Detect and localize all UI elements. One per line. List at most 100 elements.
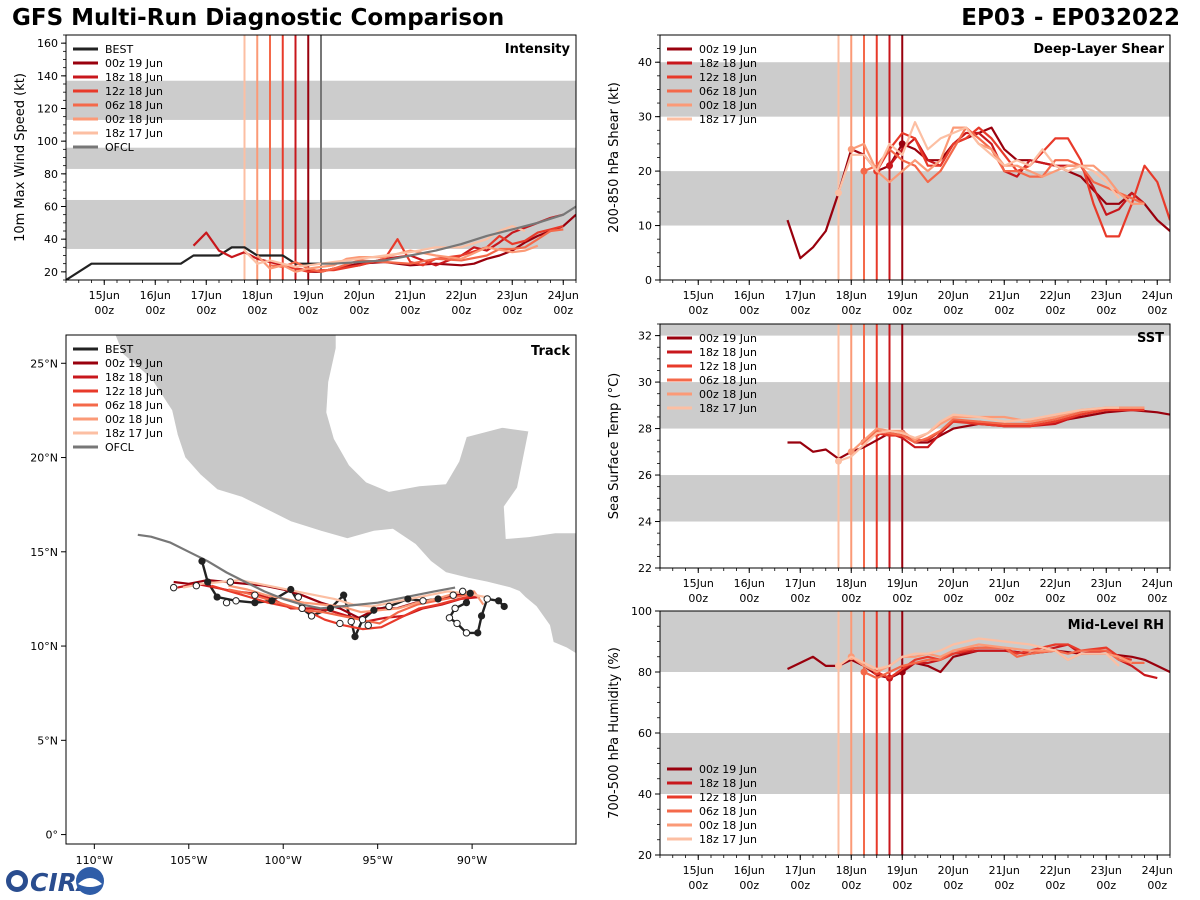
x-tick-label-day: 17Jun (785, 289, 816, 302)
legend-label: 18z 18 Jun (105, 371, 163, 384)
x-tick-label-day: 18Jun (836, 864, 867, 877)
x-tick-label-day: 22Jun (1040, 289, 1071, 302)
x-tick-label-hour: 00z (1045, 879, 1065, 892)
legend-label: 12z 18 Jun (699, 791, 757, 804)
x-tick-label-day: 17Jun (785, 864, 816, 877)
x-tick-label-day: 22Jun (1040, 577, 1071, 590)
series-group (787, 406, 1170, 465)
threshold-band (660, 324, 1170, 336)
y-tick-label: 100 (631, 605, 652, 618)
x-tick-label-hour: 00z (1045, 304, 1065, 317)
plot-frame (65, 334, 577, 845)
forecast-marker (358, 615, 367, 624)
y-tick-label: 15°N (30, 546, 58, 559)
x-tick-label-day: 21Jun (989, 864, 1020, 877)
y-tick-label: 60 (44, 201, 58, 214)
x-tick-label-hour: 00z (1045, 592, 1065, 605)
x-tick-label-day: 16Jun (734, 577, 765, 590)
forecast-marker (192, 582, 201, 590)
x-tick-label-hour: 00z (841, 879, 861, 892)
x-tick-label-hour: 00z (1096, 592, 1116, 605)
y-tick-label: 30 (638, 111, 652, 124)
x-tick-label: 95°W (362, 854, 392, 867)
threshold-band (660, 382, 1170, 429)
best-track-marker (198, 557, 206, 565)
legend-label: 00z 19 Jun (105, 57, 163, 70)
series-line-00z-18-jun (256, 244, 539, 273)
threshold-band (660, 475, 1170, 522)
legend-label: 06z 18 Jun (105, 399, 163, 412)
legend-label: 00z 18 Jun (699, 819, 757, 832)
noaa-logo-bird-icon (78, 878, 102, 887)
y-axis-label: Sea Surface Temp (°C) (607, 373, 622, 520)
y-tick-label: 24 (638, 516, 652, 529)
x-tick-label-day: 20Jun (938, 864, 969, 877)
x-tick-label-hour: 00z (688, 304, 708, 317)
init-marker (860, 167, 868, 175)
legend-label: 00z 18 Jun (699, 388, 757, 401)
best-track-marker (287, 585, 295, 594)
best-track-marker (477, 612, 486, 620)
x-tick-label: 100°W (265, 854, 302, 867)
threshold-band (660, 171, 1170, 226)
legend-label: 00z 19 Jun (699, 332, 757, 345)
x-tick-label-day: 19Jun (887, 864, 918, 877)
x-tick-label-day: 21Jun (989, 577, 1020, 590)
y-tick-label: 32 (638, 330, 652, 343)
x-tick-label-hour: 00z (994, 879, 1014, 892)
legend-label: 18z 17 Jun (699, 833, 757, 846)
series-line-06z-18-jun (269, 228, 564, 273)
y-tick-label: 140 (37, 70, 58, 83)
x-tick-label-day: 16Jun (734, 289, 765, 302)
legend-label: OFCL (105, 141, 135, 154)
y-tick-label: 40 (638, 788, 652, 801)
init-marker (835, 662, 842, 670)
x-tick-label-day: 20Jun (344, 289, 375, 302)
forecast-marker (445, 614, 454, 622)
x-tick-label-day: 23Jun (1091, 289, 1122, 302)
series-line-18z-17-jun (838, 406, 1119, 463)
x-tick-label-hour: 00z (1147, 879, 1167, 892)
best-track-marker (204, 578, 212, 586)
x-tick-label: 90°W (457, 854, 487, 867)
storm-id-title: EP03 - EP032022 (961, 5, 1180, 31)
y-tick-label: 40 (44, 233, 58, 246)
x-tick-label-day: 16Jun (734, 864, 765, 877)
best-track-marker (500, 602, 508, 611)
legend-label: 12z 18 Jun (105, 85, 163, 98)
forecast-marker (222, 598, 231, 607)
legend-label: 18z 18 Jun (699, 777, 757, 790)
legend-label: BEST (105, 343, 133, 356)
y-tick-label: 0° (46, 829, 59, 842)
y-tick-label: 20 (44, 266, 58, 279)
best-track-marker (326, 604, 335, 612)
y-tick-label: 20 (638, 165, 652, 178)
forecast-marker (451, 604, 459, 613)
best-track-marker (268, 597, 276, 605)
series-line-00z-19-jun (787, 408, 1170, 460)
forecast-marker (232, 597, 240, 605)
y-tick-label: 10°N (30, 640, 58, 653)
x-tick-label-day: 20Jun (938, 577, 969, 590)
panel-title: Mid-Level RH (1068, 618, 1164, 633)
forecast-marker (385, 602, 393, 611)
forecast-marker (294, 593, 303, 601)
y-tick-label: 80 (638, 666, 652, 679)
best-track-marker (494, 597, 503, 605)
cira-logo-inner-icon (11, 875, 23, 887)
map-content (66, 335, 576, 844)
init-marker (847, 145, 855, 153)
y-tick-label: 26 (638, 469, 652, 482)
x-tick-label-hour: 00z (943, 304, 963, 317)
best-track-marker (370, 606, 378, 614)
x-tick-label-hour: 00z (739, 879, 759, 892)
y-tick-label: 120 (37, 103, 58, 116)
x-tick-label-hour: 00z (790, 304, 810, 317)
x-tick-label-hour: 00z (892, 304, 912, 317)
x-tick-label-hour: 00z (451, 304, 471, 317)
cira-logo: CIRA (6, 867, 104, 897)
series-line-18z-17-jun (837, 121, 1120, 199)
forecast-marker (347, 617, 355, 626)
x-tick-label-hour: 00z (790, 879, 810, 892)
